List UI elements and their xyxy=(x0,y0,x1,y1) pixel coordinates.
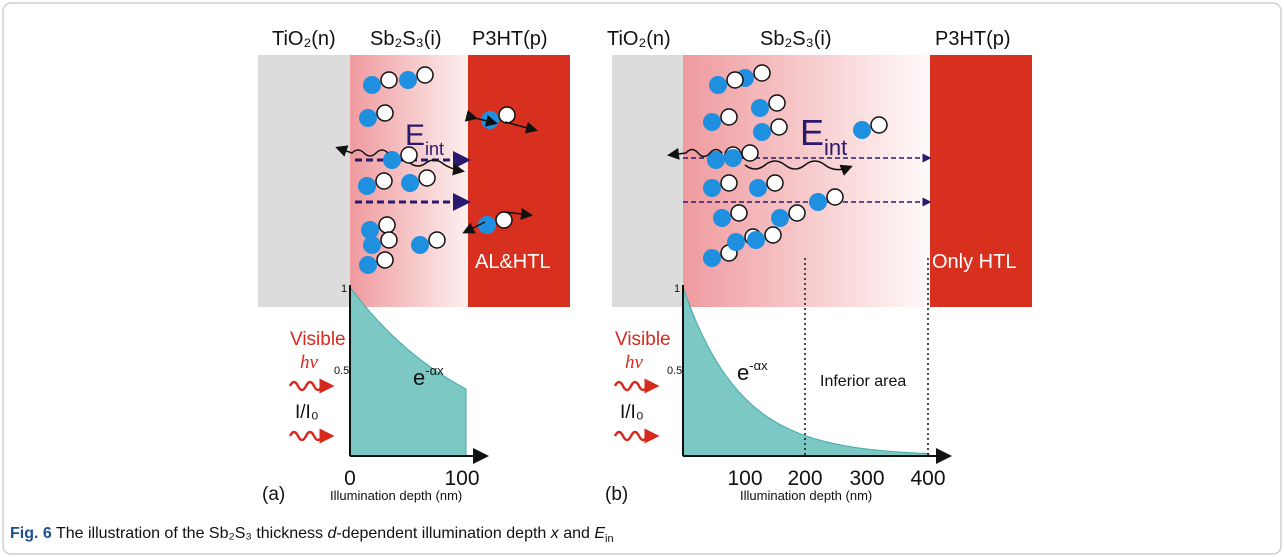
carrier xyxy=(727,233,745,251)
light-label: Visible xyxy=(290,329,346,350)
carrier xyxy=(853,121,871,139)
caption-text: in xyxy=(605,533,614,545)
carrier xyxy=(379,217,395,233)
carrier xyxy=(376,173,392,189)
carrier xyxy=(753,123,771,141)
field-symbol: E xyxy=(800,112,824,153)
carrier xyxy=(789,205,805,221)
field-sub: int xyxy=(824,135,847,160)
x-tick-label: 200 xyxy=(787,467,822,490)
carrier xyxy=(703,113,721,131)
caption: Fig. 6 The illustration of the Sb₂S₃ thi… xyxy=(10,525,614,545)
light-symbol: hν xyxy=(625,352,644,373)
x-tick-label: 400 xyxy=(910,467,945,490)
carrier xyxy=(827,189,843,205)
panel-tag: (a) xyxy=(262,484,285,505)
carrier xyxy=(731,205,747,221)
region-label: Inferior area xyxy=(820,373,906,390)
x-axis-label: Illumination depth (nm) xyxy=(740,488,872,503)
carrier xyxy=(377,105,393,121)
y-tick-label: 1 xyxy=(674,283,680,295)
carrier xyxy=(401,147,417,163)
carrier xyxy=(703,179,721,197)
carrier xyxy=(727,72,743,88)
carrier xyxy=(499,107,515,123)
carrier xyxy=(709,76,727,94)
panel-a: TiO₂(n) Sb₂S₃(i) P3HT(p) Eint AL&HTL Vis… xyxy=(258,28,570,505)
x-tick-label: 100 xyxy=(727,467,762,490)
figure: TiO₂(n) Sb₂S₃(i) P3HT(p) Eint AL&HTL Vis… xyxy=(0,0,1284,557)
light-label: Visible xyxy=(615,329,671,350)
carrier xyxy=(383,151,401,169)
curve-label: e-αx xyxy=(737,358,768,385)
carrier xyxy=(429,232,445,248)
carrier xyxy=(359,109,377,127)
carrier xyxy=(419,170,435,186)
carrier xyxy=(401,174,419,192)
caption-text: The illustration of the Sb₂S₃ thickness xyxy=(52,525,328,542)
curve-base: e xyxy=(413,365,425,390)
contact-label: AL&HTL xyxy=(475,251,551,273)
caption-label: Fig. 6 xyxy=(10,525,52,542)
x-tick-label: 0 xyxy=(344,467,356,490)
layer-label: Sb₂S₃(i) xyxy=(760,28,831,50)
caption-text: -dependent illumination depth xyxy=(336,525,550,542)
y-tick-label: 1 xyxy=(341,283,347,295)
carrier xyxy=(358,177,376,195)
x-tick-label: 300 xyxy=(849,467,884,490)
carrier xyxy=(496,212,512,228)
carrier xyxy=(721,175,737,191)
layer-label: Sb₂S₃(i) xyxy=(370,28,441,50)
carrier xyxy=(751,99,769,117)
x-axis-label: Illumination depth (nm) xyxy=(330,488,462,503)
carrier xyxy=(363,76,381,94)
carrier xyxy=(809,193,827,211)
carrier xyxy=(769,95,785,111)
curve-exp: -αx xyxy=(425,363,444,378)
carrier xyxy=(411,236,429,254)
y-axis-label: I/I₀ xyxy=(295,402,319,423)
carrier xyxy=(713,209,731,227)
layer-label: TiO₂(n) xyxy=(607,28,671,50)
tio2-layer xyxy=(612,55,683,307)
caption-text: and xyxy=(559,525,595,542)
x-tick-label: 100 xyxy=(444,467,479,490)
caption-text: E xyxy=(594,525,605,542)
carrier xyxy=(399,71,417,89)
carrier xyxy=(754,65,770,81)
curve-exp: -αx xyxy=(749,358,768,373)
carrier xyxy=(747,231,765,249)
contact-label: Only HTL xyxy=(932,251,1016,273)
carrier xyxy=(417,67,433,83)
y-tick-label: 0.5 xyxy=(667,365,682,377)
carrier xyxy=(871,117,887,133)
light-symbol: hν xyxy=(300,352,319,373)
layer-label: P3HT(p) xyxy=(935,28,1011,50)
layer-label: P3HT(p) xyxy=(472,28,548,50)
carrier xyxy=(771,209,789,227)
panel-b: TiO₂(n) Sb₂S₃(i) P3HT(p) Eint Only HTL V… xyxy=(605,28,1032,505)
carrier xyxy=(724,149,742,167)
carrier xyxy=(765,227,781,243)
carrier xyxy=(767,175,783,191)
carrier xyxy=(381,232,397,248)
carrier xyxy=(742,145,758,161)
field-sub: int xyxy=(425,139,444,159)
carrier xyxy=(381,72,397,88)
carrier xyxy=(478,216,496,234)
carrier xyxy=(749,179,767,197)
y-axis-label: I/I₀ xyxy=(620,402,644,423)
layer-label: TiO₂(n) xyxy=(272,28,336,50)
panel-tag: (b) xyxy=(605,484,628,505)
tio2-layer xyxy=(258,55,350,307)
carrier xyxy=(377,252,393,268)
carrier xyxy=(721,109,737,125)
y-tick-label: 0.5 xyxy=(334,365,349,377)
carrier xyxy=(363,236,381,254)
carrier xyxy=(771,119,787,135)
carrier xyxy=(703,249,721,267)
carrier xyxy=(359,256,377,274)
curve-base: e xyxy=(737,360,749,385)
